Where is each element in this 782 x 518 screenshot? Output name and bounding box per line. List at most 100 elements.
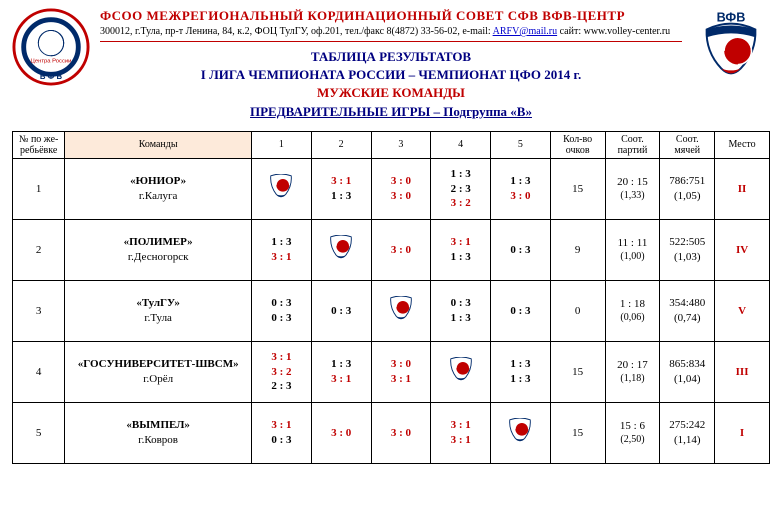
col-num: № по же-ребьёвке [13,131,65,158]
score-line: 2 : 3 [254,379,309,393]
row-number: 5 [13,402,65,463]
org-address: 300012, г.Тула, пр-т Ленина, 84, к.2, ФО… [100,26,493,37]
org-site: www.volley-center.ru [584,26,671,37]
team-cell: «ГОСУНИВЕРСИТЕТ-ШВСМ»г.Орёл [65,341,252,402]
table-body: 1«ЮНИОР»г.Калуга3 : 11 : 33 : 03 : 01 : … [13,158,770,463]
score-line: 3 : 1 [254,250,309,264]
points-cell: 15 [550,402,605,463]
team-cell: «ВЫМПЕЛ»г.Ковров [65,402,252,463]
score-line: 3 : 2 [254,365,309,379]
title-line-1: ТАБЛИЦА РЕЗУЛЬТАТОВ [100,48,682,66]
col-4: 4 [431,131,491,158]
table-row: 3«ТулГУ»г.Тула0 : 30 : 30 : 30 : 31 : 30… [13,280,770,341]
email-link[interactable]: ARFV@mail.ru [493,26,558,37]
set-ratio-cell: 15 : 6(2,50) [605,402,660,463]
score-line: 3 : 1 [254,350,309,364]
header: Центра России В Ф В ФСОО МЕЖРЕГИОНАЛЬНЫЙ… [12,8,770,121]
points-cell: 9 [550,219,605,280]
score-line: 0 : 3 [433,296,488,310]
score-cell: 3 : 0 [371,219,431,280]
team-cell: «ТулГУ»г.Тула [65,280,252,341]
score-cell: 0 : 30 : 3 [252,280,312,341]
score-line: 1 : 3 [314,357,369,371]
score-line: 1 : 3 [433,311,488,325]
score-line: 1 : 3 [254,235,309,249]
col-set-ratio: Соот. партий [605,131,660,158]
score-cell: 3 : 13 : 22 : 3 [252,341,312,402]
score-line: 3 : 1 [374,372,429,386]
points-cell: 15 [550,341,605,402]
score-cell: 3 : 10 : 3 [252,402,312,463]
diagonal-cell [252,158,312,219]
left-logo: Центра России В Ф В [12,8,90,86]
set-ratio-cell: 11 : 11(1,00) [605,219,660,280]
score-line: 1 : 3 [433,167,488,181]
col-2: 2 [311,131,371,158]
score-line: 1 : 3 [314,189,369,203]
score-cell: 3 : 13 : 1 [431,402,491,463]
org-site-label: сайт: [557,26,584,37]
score-cell: 0 : 3 [491,280,551,341]
table-row: 2«ПОЛИМЕР»г.Десногорск1 : 33 : 13 : 03 :… [13,219,770,280]
score-cell: 1 : 31 : 3 [491,341,551,402]
place-cell: IV [715,219,770,280]
title-line-2: I ЛИГА ЧЕМПИОНАТА РОССИИ – ЧЕМПИОНАТ ЦФО… [100,66,682,84]
row-number: 3 [13,280,65,341]
team-city: г.Орёл [67,372,249,386]
set-ratio-cell: 20 : 15(1,33) [605,158,660,219]
right-logo: ВФВ [692,8,770,86]
title-line-3: МУЖСКИЕ КОМАНДЫ [100,84,682,102]
header-center: ФСОО МЕЖРЕГИОНАЛЬНЫЙ КОРДИНАЦИОННЫЙ СОВЕ… [100,8,682,121]
col-team: Команды [65,131,252,158]
team-city: г.Десногорск [67,250,249,264]
score-cell: 3 : 03 : 1 [371,341,431,402]
team-name: «ПОЛИМЕР» [67,235,249,249]
score-cell: 3 : 0 [311,402,371,463]
score-cell: 1 : 33 : 1 [252,219,312,280]
score-line: 0 : 3 [314,304,369,318]
team-name: «ВЫМПЕЛ» [67,418,249,432]
score-line: 3 : 0 [374,174,429,188]
row-number: 1 [13,158,65,219]
score-cell: 3 : 11 : 3 [431,219,491,280]
table-row: 4«ГОСУНИВЕРСИТЕТ-ШВСМ»г.Орёл3 : 13 : 22 … [13,341,770,402]
team-city: г.Тула [67,311,249,325]
score-line: 3 : 1 [433,235,488,249]
ball-ratio-cell: 275:242(1,14) [660,402,715,463]
place-cell: I [715,402,770,463]
score-line: 0 : 3 [493,243,548,257]
ball-ratio-cell: 354:480(0,74) [660,280,715,341]
table-row: 1«ЮНИОР»г.Калуга3 : 11 : 33 : 03 : 01 : … [13,158,770,219]
org-subline: 300012, г.Тула, пр-т Ленина, 84, к.2, ФО… [100,26,682,42]
score-line: 1 : 3 [493,174,548,188]
col-pts: Кол-во очков [550,131,605,158]
col-1: 1 [252,131,312,158]
diagonal-cell [491,402,551,463]
score-line: 3 : 0 [493,189,548,203]
score-line: 3 : 0 [314,426,369,440]
score-line: 1 : 3 [433,250,488,264]
col-3: 3 [371,131,431,158]
team-cell: «ЮНИОР»г.Калуга [65,158,252,219]
score-line: 0 : 3 [493,304,548,318]
score-cell: 3 : 0 [371,402,431,463]
score-line: 3 : 2 [433,196,488,210]
score-line: 3 : 0 [374,357,429,371]
score-cell: 0 : 3 [311,280,371,341]
place-cell: III [715,341,770,402]
points-cell: 0 [550,280,605,341]
team-name: «ТулГУ» [67,296,249,310]
table-header-row: № по же-ребьёвке Команды 1 2 3 4 5 Кол-в… [13,131,770,158]
score-line: 0 : 3 [254,311,309,325]
table-row: 5«ВЫМПЕЛ»г.Ковров3 : 10 : 33 : 03 : 03 :… [13,402,770,463]
ball-ratio-cell: 786:751(1,05) [660,158,715,219]
col-ball-ratio: Соот. мячей [660,131,715,158]
diagonal-cell [371,280,431,341]
score-line: 1 : 3 [493,357,548,371]
score-cell: 1 : 33 : 0 [491,158,551,219]
svg-text:ВФВ: ВФВ [717,11,746,25]
score-line: 3 : 1 [314,372,369,386]
diagonal-cell [311,219,371,280]
score-line: 3 : 1 [433,433,488,447]
col-place: Место [715,131,770,158]
